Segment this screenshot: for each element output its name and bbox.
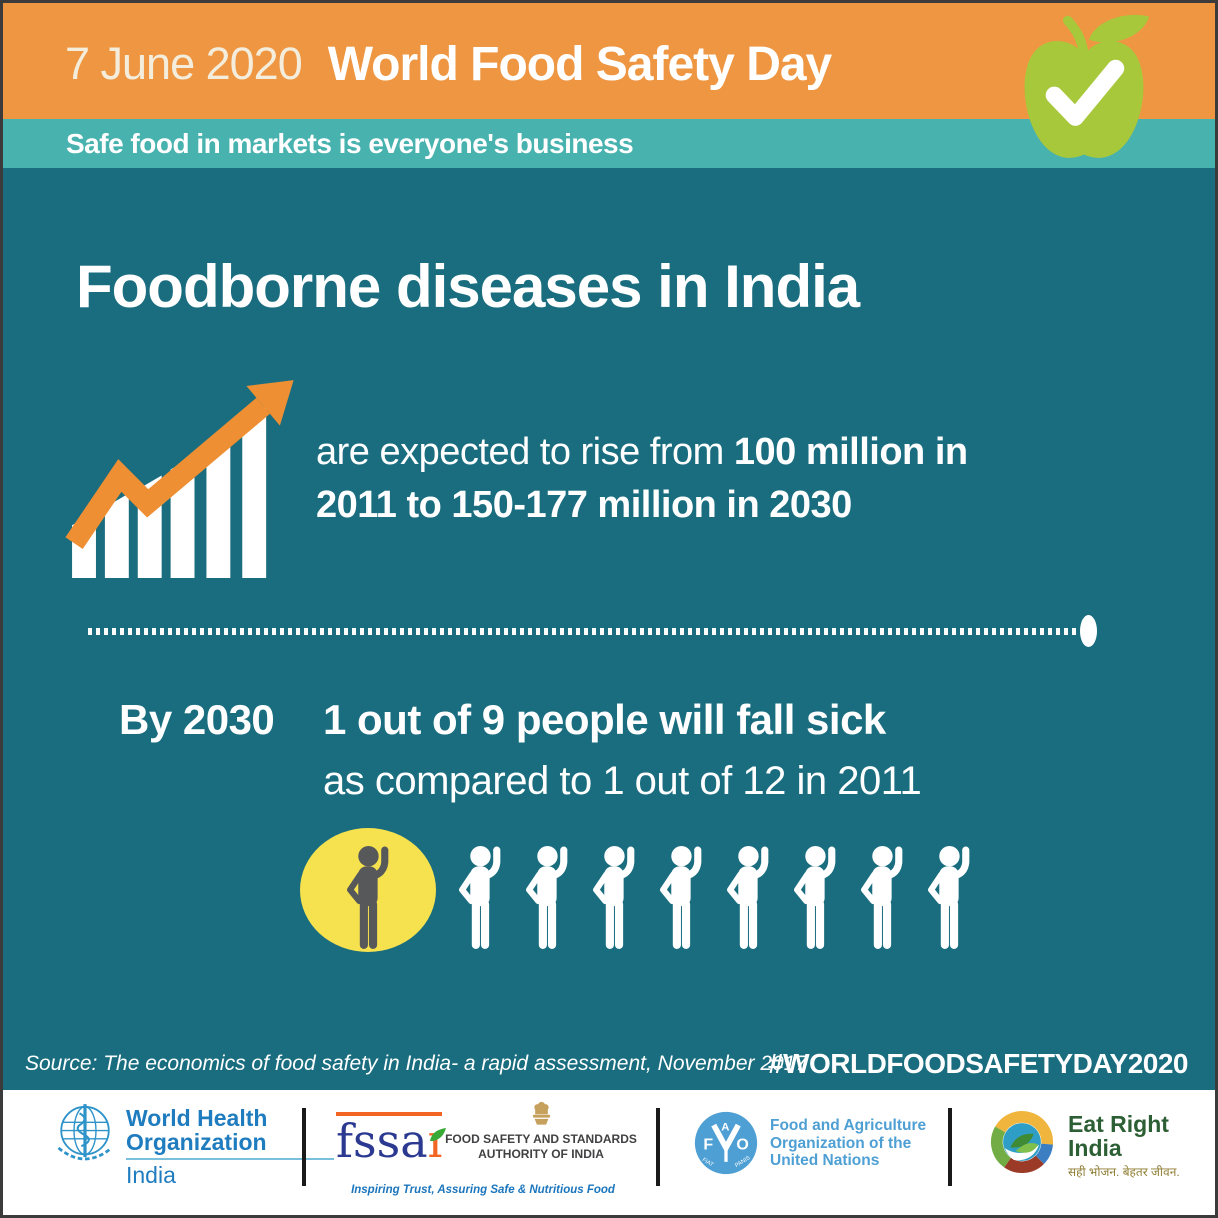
eat-right-line2: India bbox=[1068, 1135, 1122, 1161]
header-tagline: Safe food in markets is everyone's busin… bbox=[66, 127, 634, 159]
person-icon bbox=[791, 845, 844, 951]
eat-right-text: Eat Right India सही भोजन. बेहतर जीवन. bbox=[1068, 1106, 1180, 1183]
rise-bold-2: 2011 to 150-177 million in 2030 bbox=[316, 484, 852, 526]
who-name-line1: World Health bbox=[126, 1105, 268, 1131]
footer-logos: World Health Organization India fssaı bbox=[3, 1090, 1215, 1212]
rise-statement: are expected to rise from 100 million in… bbox=[316, 426, 1116, 532]
eat-right-emblem-icon bbox=[986, 1106, 1058, 1183]
fssai-authority-block: FOOD SAFETY AND STANDARDS AUTHORITY OF I… bbox=[443, 1098, 639, 1161]
person-icon bbox=[724, 845, 777, 951]
by2030-statement: 1 out of 9 people will fall sick as comp… bbox=[323, 696, 922, 804]
who-region: India bbox=[126, 1162, 176, 1188]
fssai-logotype-i: ı bbox=[427, 1114, 443, 1168]
fao-motto-left: FIAT bbox=[701, 1157, 715, 1169]
tagline-band: Safe food in markets is everyone's busin… bbox=[3, 119, 1215, 168]
person-icon bbox=[456, 845, 509, 951]
fao-letter-o: O bbox=[736, 1136, 748, 1154]
fao-logo: F A O FIAT PANIS Food and Agriculture Or… bbox=[693, 1110, 926, 1181]
fao-emblem-icon: F A O FIAT PANIS bbox=[693, 1110, 759, 1181]
dotted-separator bbox=[88, 628, 1080, 635]
person-icon bbox=[858, 845, 911, 951]
person-icon bbox=[657, 845, 710, 951]
fssai-logo: fssaı bbox=[336, 1112, 447, 1164]
eat-right-india-logo: Eat Right India सही भोजन. बेहतर जीवन. bbox=[986, 1106, 1180, 1183]
national-emblem-icon bbox=[530, 1101, 553, 1131]
eat-right-line1: Eat Right bbox=[1068, 1111, 1169, 1137]
person-icon bbox=[925, 845, 978, 951]
who-emblem-icon bbox=[53, 1100, 117, 1189]
fssai-org-line2: AUTHORITY OF INDIA bbox=[478, 1146, 604, 1161]
person-icon bbox=[344, 845, 397, 951]
fao-name-line2: Organization of the bbox=[770, 1134, 912, 1152]
hashtag: #WORLDFOODSAFETYDAY2020 bbox=[768, 1048, 1189, 1079]
person-icon bbox=[523, 845, 576, 951]
by2030-label: By 2030 bbox=[119, 696, 275, 743]
fao-letter-a: A bbox=[721, 1122, 729, 1134]
who-text: World Health Organization India bbox=[126, 1100, 334, 1189]
rise-bold-1: 100 million in bbox=[733, 431, 968, 473]
rising-chart-icon bbox=[65, 364, 321, 578]
main-title: Foodborne diseases in India bbox=[76, 253, 860, 320]
footer-divider bbox=[656, 1108, 660, 1186]
fao-text: Food and Agriculture Organization of the… bbox=[770, 1110, 926, 1181]
fao-name-line3: United Nations bbox=[770, 1152, 880, 1169]
pictograph bbox=[300, 828, 1000, 958]
apple-check-icon bbox=[1009, 9, 1159, 167]
person-icon bbox=[590, 845, 643, 951]
header-band: 7 June 2020 World Food Safety Day bbox=[3, 3, 1215, 119]
fao-name-line1: Food and Agriculture bbox=[770, 1117, 927, 1134]
fssai-tagline: Inspiring Trust, Assuring Safe & Nutriti… bbox=[351, 1184, 615, 1196]
by2030-line2: as compared to 1 out of 12 in 2011 bbox=[323, 759, 922, 803]
main-section: Foodborne diseases in India are expected… bbox=[3, 168, 1215, 1090]
who-name-line2: Organization bbox=[126, 1129, 267, 1155]
footer-divider bbox=[302, 1108, 306, 1186]
separator-dot bbox=[1080, 615, 1097, 647]
pictograph-people bbox=[300, 828, 1000, 951]
who-rule bbox=[126, 1158, 334, 1160]
who-logo: World Health Organization India bbox=[53, 1100, 334, 1189]
leaf-icon bbox=[428, 1104, 448, 1150]
by2030-line1: 1 out of 9 people will fall sick bbox=[323, 696, 886, 743]
header-title: World Food Safety Day bbox=[327, 37, 833, 91]
footer-divider bbox=[948, 1108, 952, 1186]
eat-right-hindi-tagline: सही भोजन. बेहतर जीवन. bbox=[1068, 1165, 1180, 1179]
fssai-logotype: fssa bbox=[336, 1114, 428, 1168]
header-date: 7 June 2020 bbox=[65, 38, 303, 89]
fssai-org-line1: FOOD SAFETY AND STANDARDS bbox=[445, 1132, 637, 1146]
fao-letter-f: F bbox=[703, 1136, 713, 1154]
rise-prefix: are expected to rise from bbox=[316, 431, 734, 473]
source-note: Source: The economics of food safety in … bbox=[25, 1052, 808, 1075]
